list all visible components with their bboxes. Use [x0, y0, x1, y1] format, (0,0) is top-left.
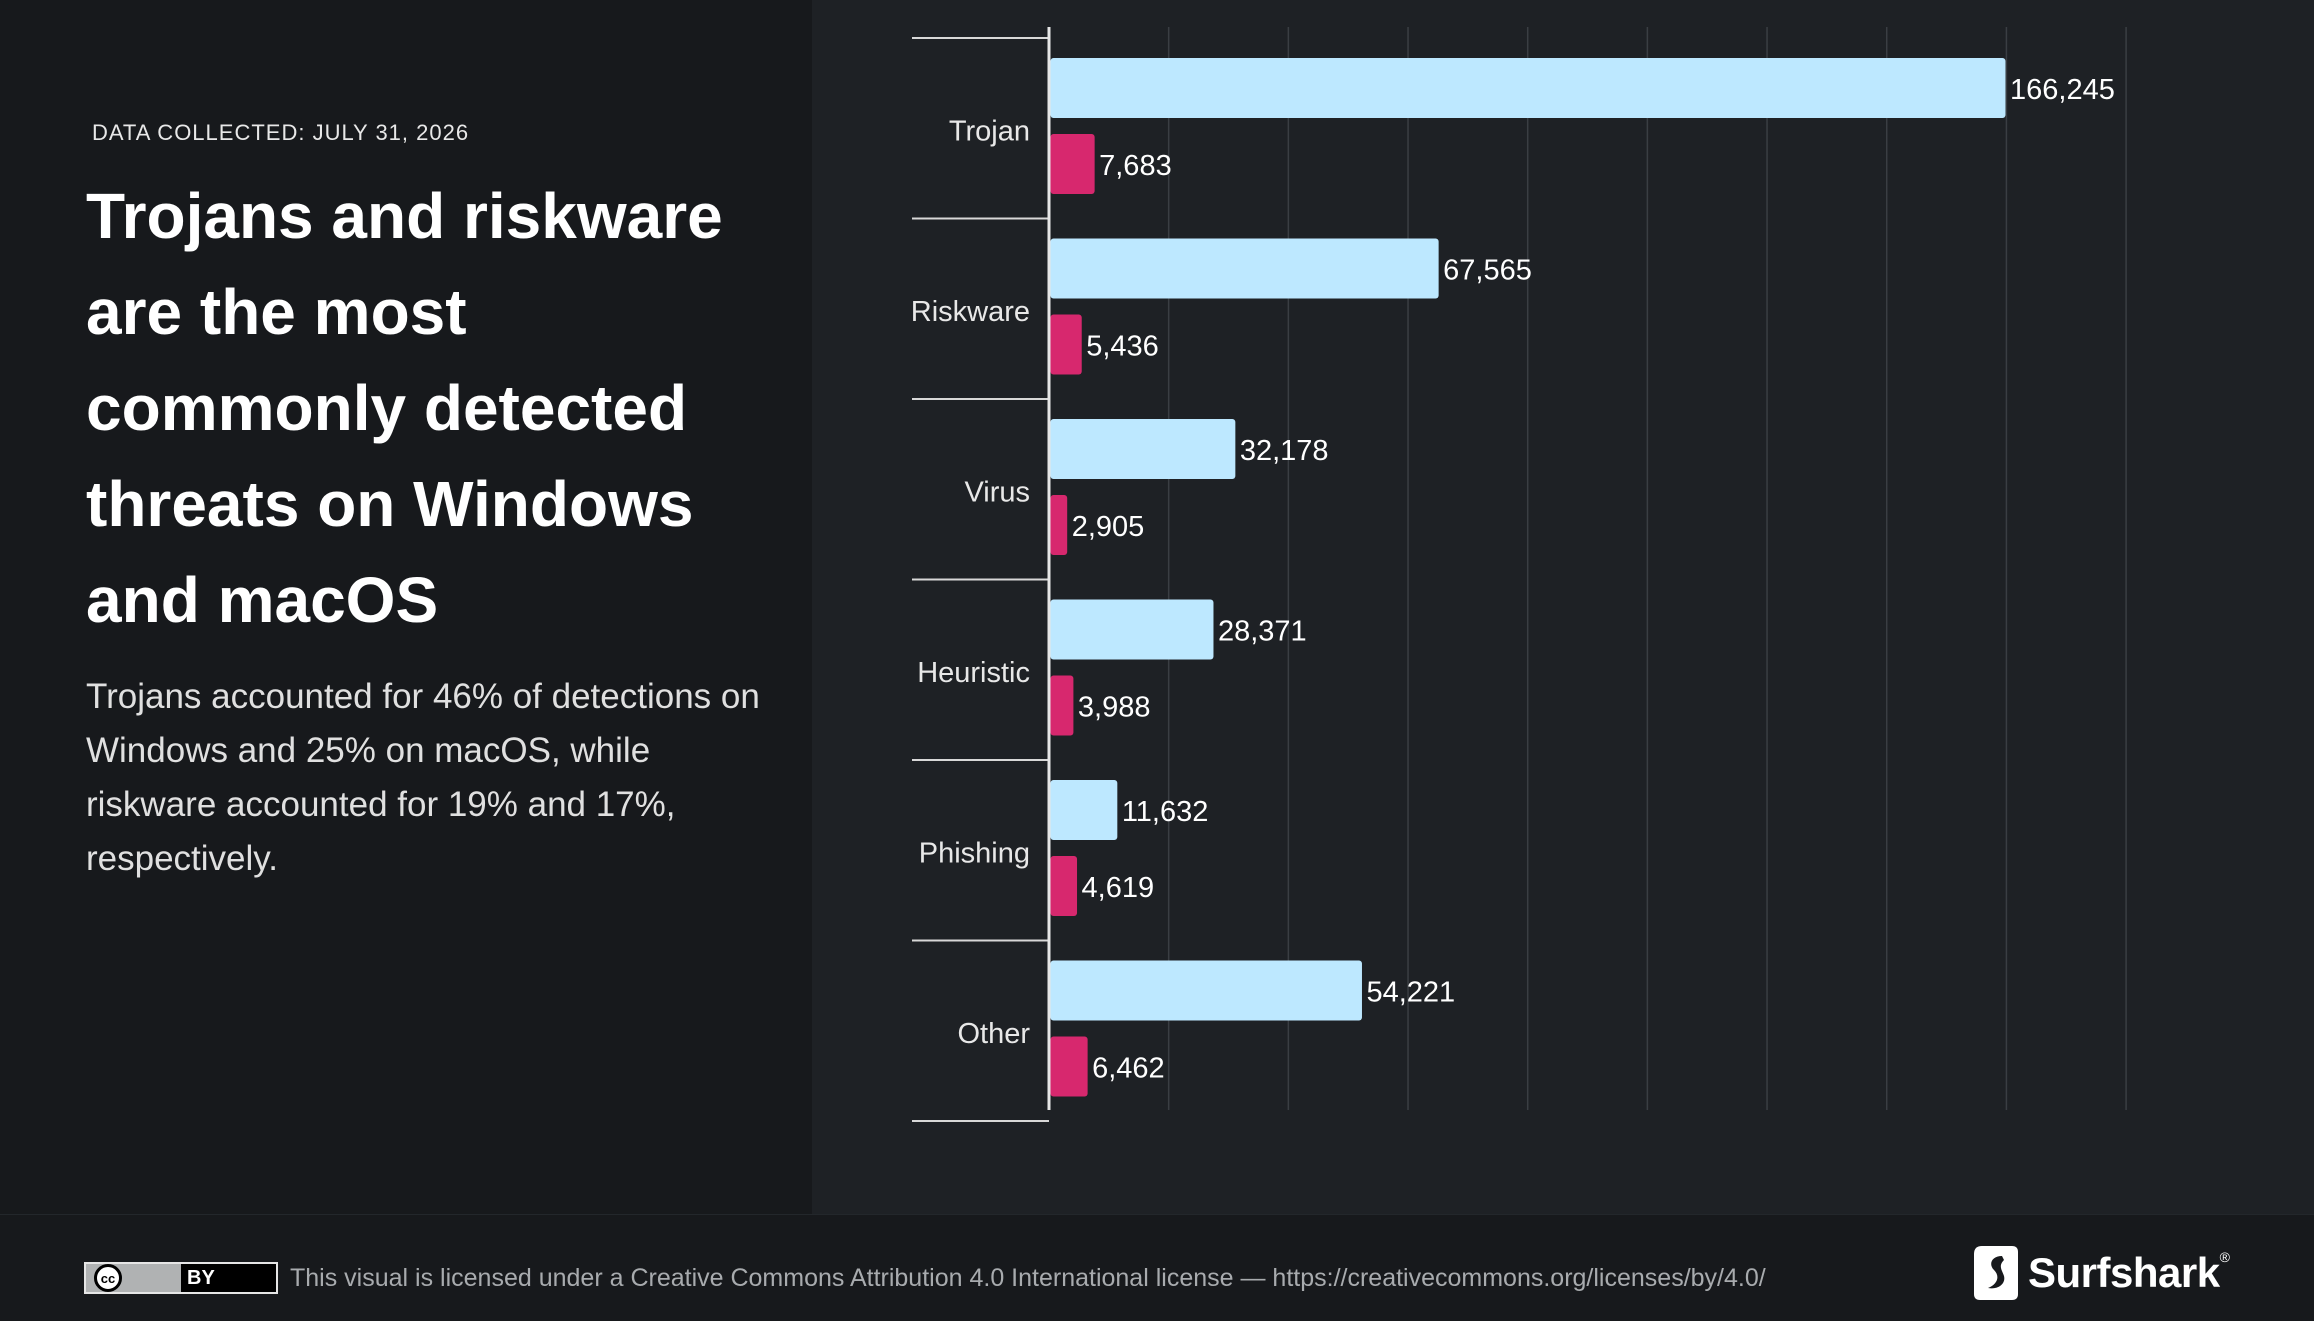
data-label-phishing-s1: 4,619 — [1082, 872, 1155, 904]
bar-phishing-s0 — [1050, 780, 1118, 840]
license-text: This visual is licensed under a Creative… — [290, 1264, 1766, 1292]
bar-other-s0 — [1050, 960, 1362, 1021]
bar-heuristic-s0 — [1050, 599, 1214, 660]
data-label-other-s0: 54,221 — [1366, 977, 1455, 1009]
surfshark-logo-icon — [1974, 1246, 2018, 1300]
brand-logo: Surfshark ® — [1972, 1243, 2230, 1303]
category-label-trojan: Trojan — [949, 115, 1030, 147]
bar-virus-s1 — [1050, 495, 1068, 555]
data-label-riskware-s0: 67,565 — [1443, 255, 1532, 287]
data-label-trojan-s1: 7,683 — [1099, 150, 1172, 182]
brand-registered-mark: ® — [2219, 1249, 2230, 1265]
footer: cc BY This visual is licensed under a Cr… — [0, 1214, 2314, 1321]
cc-icon: cc — [94, 1264, 122, 1292]
data-label-phishing-s0: 11,632 — [1122, 796, 1209, 828]
bar-trojan-s1 — [1050, 134, 1095, 194]
category-label-heuristic: Heuristic — [917, 657, 1030, 689]
data-label-heuristic-s0: 28,371 — [1218, 616, 1307, 648]
left-panel: DATA COLLECTED: JULY 31, 2026 Trojans an… — [0, 0, 812, 1214]
bar-other-s1 — [1050, 1036, 1088, 1097]
date-label: DATA COLLECTED: JULY 31, 2026 — [92, 120, 470, 145]
category-label-virus: Virus — [964, 476, 1030, 508]
cc-badge-left: cc — [86, 1264, 181, 1292]
data-label-trojan-s0: 166,245 — [2010, 74, 2115, 106]
data-label-riskware-s1: 5,436 — [1086, 331, 1159, 363]
data-label-other-s1: 6,462 — [1092, 1053, 1165, 1085]
data-label-virus-s1: 2,905 — [1072, 511, 1145, 543]
bar-heuristic-s1 — [1050, 675, 1074, 736]
subtitle: Trojans accounted for 46% of detections … — [86, 677, 760, 878]
bar-chart: Trojan 166,245 7,683 Riskware 67,565 5,436 Vir… — [911, 27, 2127, 1122]
bar-phishing-s1 — [1050, 856, 1078, 916]
cc-by-label: BY — [187, 1266, 215, 1289]
category-label-other: Other — [957, 1018, 1030, 1050]
bar-riskware-s0 — [1050, 238, 1439, 299]
category-label-riskware: Riskware — [911, 296, 1030, 328]
data-label-heuristic-s1: 3,988 — [1078, 692, 1151, 724]
headline: Trojans and riskware are the most common… — [86, 180, 723, 636]
bar-riskware-s1 — [1050, 314, 1082, 375]
bar-virus-s0 — [1050, 419, 1236, 479]
data-label-virus-s0: 32,178 — [1240, 435, 1329, 467]
brand-name: Surfshark — [2028, 1249, 2220, 1296]
category-label-phishing: Phishing — [919, 837, 1030, 869]
cc-license-badge[interactable]: cc BY — [84, 1262, 278, 1294]
bar-trojan-s0 — [1050, 58, 2006, 118]
